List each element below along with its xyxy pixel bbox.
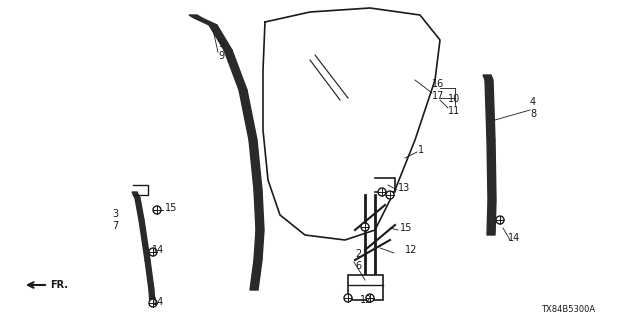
Polygon shape — [239, 90, 257, 140]
Text: 16
17: 16 17 — [432, 79, 444, 101]
Text: 14: 14 — [152, 297, 164, 307]
Text: 15: 15 — [165, 203, 177, 213]
Text: 15: 15 — [400, 223, 412, 233]
FancyBboxPatch shape — [348, 275, 383, 300]
Circle shape — [496, 216, 504, 224]
Text: 4
8: 4 8 — [530, 97, 536, 119]
Polygon shape — [250, 275, 260, 290]
Polygon shape — [224, 50, 247, 90]
Polygon shape — [149, 290, 155, 305]
Polygon shape — [252, 260, 262, 275]
Text: 13: 13 — [398, 183, 410, 193]
Text: 12: 12 — [405, 245, 417, 255]
Text: 14: 14 — [508, 233, 520, 243]
Polygon shape — [145, 260, 154, 290]
Text: 14: 14 — [152, 245, 164, 255]
Circle shape — [378, 188, 386, 196]
Polygon shape — [485, 80, 495, 140]
Polygon shape — [189, 15, 202, 18]
Polygon shape — [194, 18, 217, 25]
Polygon shape — [132, 192, 140, 198]
Text: 12: 12 — [360, 295, 372, 305]
Polygon shape — [209, 25, 232, 50]
Circle shape — [361, 223, 369, 231]
Circle shape — [344, 294, 352, 302]
Text: 2
6: 2 6 — [355, 249, 361, 271]
Circle shape — [149, 299, 157, 307]
Polygon shape — [254, 230, 264, 260]
Text: 5
9: 5 9 — [218, 39, 224, 61]
Circle shape — [153, 206, 161, 214]
Polygon shape — [249, 140, 262, 190]
Polygon shape — [483, 75, 493, 80]
Text: 1: 1 — [418, 145, 424, 155]
Polygon shape — [135, 198, 144, 220]
Circle shape — [366, 294, 374, 302]
Polygon shape — [254, 190, 264, 230]
Text: 3
7: 3 7 — [112, 209, 118, 231]
Circle shape — [149, 248, 157, 256]
Polygon shape — [139, 220, 150, 260]
Polygon shape — [487, 140, 496, 200]
Circle shape — [386, 191, 394, 199]
Text: FR.: FR. — [50, 280, 68, 290]
Text: TX84B5300A: TX84B5300A — [541, 306, 595, 315]
Polygon shape — [487, 200, 496, 235]
Text: 10
11: 10 11 — [448, 94, 460, 116]
